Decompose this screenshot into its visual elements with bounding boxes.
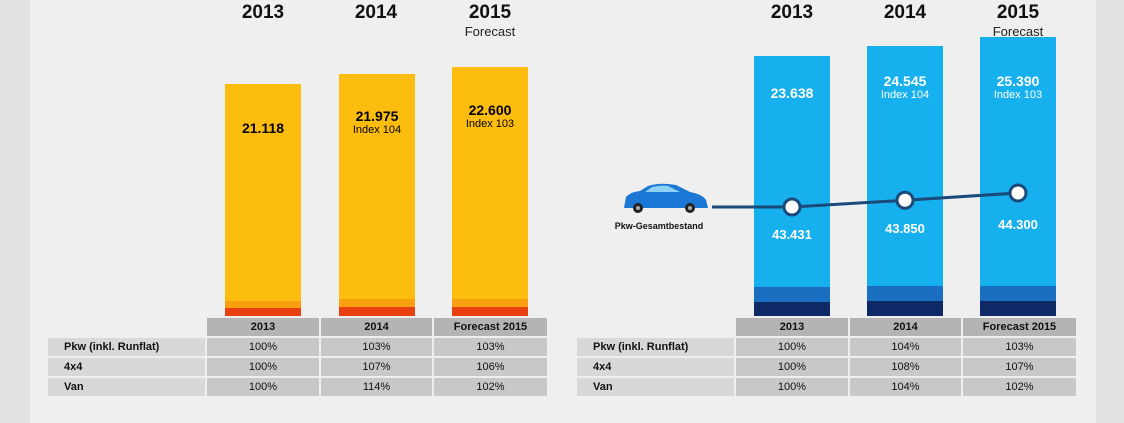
left-forecast-label: Forecast: [464, 24, 516, 39]
left-cell: 106%: [434, 358, 547, 376]
left-table-header-2015: Forecast 2015: [434, 318, 547, 336]
right-bar-2014-van: [867, 301, 943, 316]
right-bar-2014-pkw: [867, 46, 943, 287]
right-table-header-2014: 2014: [850, 318, 961, 336]
stock-value-2015: 44.300: [998, 217, 1038, 232]
right-table-header-2015: Forecast 2015: [963, 318, 1076, 336]
right-bar-2013-van: [754, 301, 830, 316]
left-cell: 100%: [207, 358, 319, 376]
right-total-label-2015: 25.390 Index 103: [980, 73, 1056, 102]
right-bar-2013-4x4: [754, 287, 830, 302]
left-cell: 103%: [321, 338, 432, 356]
right-index-label-2014: Index 104: [880, 89, 930, 101]
right-year-2015: 2015 Forecast: [963, 2, 1073, 40]
left-cell: 100%: [207, 338, 319, 356]
right-cell: 104%: [850, 338, 961, 356]
right-forecast-label: Forecast: [992, 24, 1044, 39]
stock-value-2013: 43.431: [772, 227, 812, 242]
right-bar-2014-4x4: [867, 286, 943, 302]
left-table-header-2013: 2013: [207, 318, 319, 336]
right-cell: 102%: [963, 378, 1076, 396]
left-bar-2015-4x4: [452, 298, 528, 308]
left-bar-2013-pkw: [225, 83, 301, 301]
right-table-header-2013: 2013: [736, 318, 848, 336]
left-cell: 102%: [434, 378, 547, 396]
left-bar-2014-4x4: [339, 298, 415, 308]
left-index-label-2015: Index 103: [465, 118, 515, 130]
right-bar-2013-pkw: [754, 55, 830, 288]
left-row-label-pkw: Pkw (inkl. Runflat): [48, 338, 205, 356]
left-bar-2014-van: [339, 307, 415, 316]
left-bar-2013-van: [225, 308, 301, 316]
stock-point-2015: [1008, 183, 1028, 203]
left-year-2014: 2014: [354, 2, 398, 23]
right-row-label-4x4: 4x4: [577, 358, 734, 376]
right-cell: 100%: [736, 378, 848, 396]
left-table-header-2014: 2014: [321, 318, 432, 336]
left-cell: 100%: [207, 378, 319, 396]
left-cell: 103%: [434, 338, 547, 356]
right-row-label-pkw: Pkw (inkl. Runflat): [577, 338, 734, 356]
right-year-2014: 2014: [883, 2, 927, 23]
left-total-label-2013: 21.118: [241, 120, 285, 136]
right-index-label-2015: Index 103: [993, 89, 1043, 101]
right-bar-2015-pkw: [980, 36, 1056, 287]
car-icon: [624, 183, 708, 213]
left-total-label-2015: 22.600 Index 103: [452, 102, 528, 131]
right-year-2013: 2013: [770, 2, 814, 23]
right-cell: 100%: [736, 358, 848, 376]
left-bar-2014-pkw: [339, 74, 415, 299]
stock-point-2014: [895, 190, 915, 210]
right-cell: 107%: [963, 358, 1076, 376]
left-bar-2013-4x4: [225, 300, 301, 309]
right-row-label-van: Van: [577, 378, 734, 396]
right-cell: 104%: [850, 378, 961, 396]
left-bar-2015-van: [452, 307, 528, 316]
stock-point-2013: [782, 197, 802, 217]
left-index-label-2014: Index 104: [352, 124, 402, 136]
right-cell: 100%: [736, 338, 848, 356]
left-row-label-4x4: 4x4: [48, 358, 205, 376]
right-total-label-2013: 23.638: [770, 85, 814, 101]
right-cell: 103%: [963, 338, 1076, 356]
left-cell: 107%: [321, 358, 432, 376]
right-cell: 108%: [850, 358, 961, 376]
left-year-2015: 2015 Forecast: [435, 2, 545, 40]
right-bar-2015-van: [980, 301, 1056, 316]
left-bar-2015-pkw: [452, 67, 528, 299]
left-total-label-2014: 21.975 Index 104: [339, 108, 415, 137]
stock-series-label: Pkw-Gesamtbestand: [614, 221, 704, 231]
right-bar-2015-4x4: [980, 286, 1056, 302]
left-row-label-van: Van: [48, 378, 205, 396]
right-total-label-2014: 24.545 Index 104: [867, 73, 943, 102]
left-cell: 114%: [321, 378, 432, 396]
left-year-2013: 2013: [241, 2, 285, 23]
stock-value-2014: 43.850: [885, 221, 925, 236]
